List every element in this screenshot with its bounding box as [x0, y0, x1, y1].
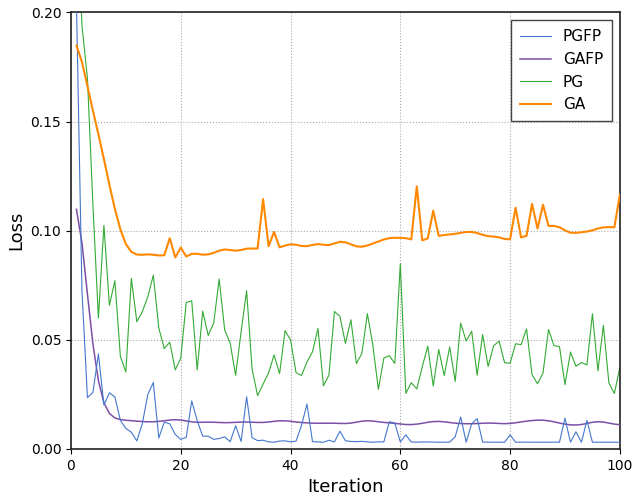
PG: [177, 355, 184, 361]
Line: GA: GA: [76, 45, 620, 258]
GA: [594, 225, 602, 231]
GA: [402, 235, 410, 241]
PGFP: [616, 439, 624, 445]
Line: PG: PG: [76, 0, 620, 395]
GA: [358, 244, 365, 250]
Line: PGFP: PGFP: [76, 3, 620, 442]
PG: [358, 350, 365, 356]
PG: [253, 392, 261, 398]
GAFP: [616, 422, 624, 428]
GA: [616, 192, 624, 198]
PGFP: [572, 429, 580, 435]
X-axis label: Iteration: Iteration: [307, 478, 383, 496]
GA: [72, 42, 80, 48]
PG: [402, 390, 410, 396]
PGFP: [177, 437, 184, 443]
GA: [204, 252, 212, 258]
GAFP: [578, 422, 586, 428]
PGFP: [72, 0, 80, 6]
GAFP: [177, 417, 184, 423]
GAFP: [199, 420, 207, 426]
GAFP: [353, 419, 360, 425]
PG: [594, 368, 602, 374]
GAFP: [572, 422, 580, 428]
GAFP: [594, 418, 602, 425]
Legend: PGFP, GAFP, PG, GA: PGFP, GAFP, PG, GA: [511, 20, 612, 121]
GAFP: [72, 206, 80, 212]
PG: [578, 360, 586, 366]
Line: GAFP: GAFP: [76, 209, 620, 425]
PGFP: [578, 439, 586, 445]
PGFP: [594, 439, 602, 445]
PG: [616, 364, 624, 370]
GAFP: [396, 421, 404, 427]
PGFP: [353, 439, 360, 445]
PG: [199, 308, 207, 314]
Y-axis label: Loss: Loss: [7, 211, 25, 250]
PGFP: [396, 439, 404, 445]
GA: [182, 254, 190, 260]
PGFP: [199, 433, 207, 439]
GA: [578, 229, 586, 235]
GA: [172, 255, 179, 261]
